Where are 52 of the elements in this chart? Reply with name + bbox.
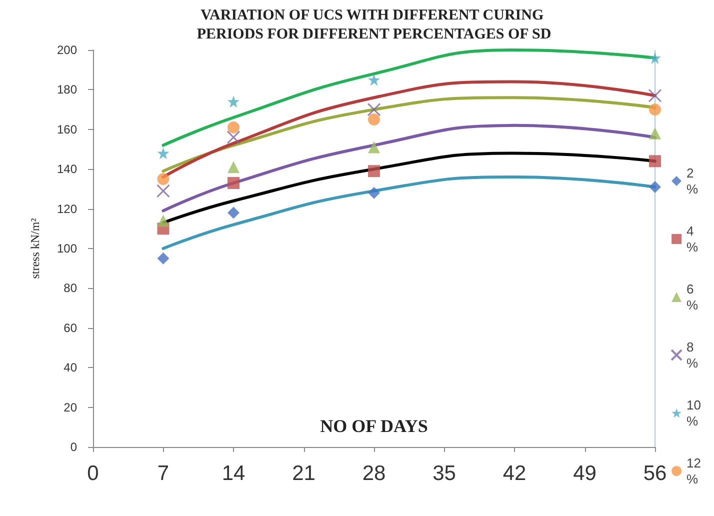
point bbox=[649, 52, 661, 64]
y-axis-title: stress kN/m² bbox=[28, 218, 42, 279]
point bbox=[228, 206, 240, 219]
point bbox=[228, 161, 240, 174]
y-tick-label: 180 bbox=[56, 82, 78, 97]
legend-label: 10 % bbox=[686, 398, 702, 428]
point bbox=[368, 141, 380, 154]
y-tick-label: 60 bbox=[64, 320, 78, 335]
point bbox=[649, 180, 661, 193]
legend-label: 4 % bbox=[686, 224, 699, 254]
x-tick-label: 49 bbox=[573, 462, 596, 485]
y-tick-label: 140 bbox=[56, 162, 78, 176]
point bbox=[649, 127, 661, 140]
x-axis-title: NO OF DAYS bbox=[320, 416, 428, 436]
point bbox=[156, 184, 170, 198]
x-tick-label: 28 bbox=[362, 462, 386, 485]
x-tick-label: 0 bbox=[87, 462, 99, 485]
y-tick-label: 160 bbox=[56, 122, 78, 136]
y-tick-label: 0 bbox=[70, 440, 78, 454]
legend-label: 6 % bbox=[686, 282, 699, 312]
point bbox=[157, 173, 170, 186]
point bbox=[368, 74, 380, 86]
point bbox=[228, 176, 240, 189]
x-tick-label: 7 bbox=[157, 462, 170, 485]
x-tick-label: 56 bbox=[643, 462, 667, 485]
legend-label: 12 % bbox=[686, 456, 702, 486]
y-tick-label: 40 bbox=[64, 360, 78, 375]
x-tick-label: 35 bbox=[432, 462, 456, 485]
y-tick-label: 100 bbox=[56, 242, 78, 256]
point bbox=[368, 165, 380, 178]
point bbox=[368, 186, 380, 199]
point bbox=[157, 147, 170, 160]
point bbox=[157, 252, 170, 264]
y-tick-label: 120 bbox=[56, 202, 78, 216]
point bbox=[226, 130, 240, 144]
legend-label: 2 % bbox=[686, 166, 699, 196]
point bbox=[649, 155, 661, 168]
point bbox=[648, 88, 662, 102]
legend-label: 8 % bbox=[686, 340, 699, 370]
y-tick-label: 80 bbox=[64, 281, 78, 296]
point bbox=[367, 102, 381, 116]
x-tick-label: 42 bbox=[502, 462, 526, 485]
point bbox=[649, 104, 661, 116]
y-tick-label: 200 bbox=[56, 43, 78, 57]
y-tick-label: 20 bbox=[64, 400, 78, 414]
point bbox=[368, 113, 380, 126]
x-tick-label: 14 bbox=[222, 462, 246, 485]
chart-title: VARIATION OF UCS WITH DIFFERENT CURING PERIODS FOR DIFFERENT PERCENTAGES OF SD bbox=[196, 8, 552, 42]
point bbox=[228, 96, 240, 108]
point bbox=[228, 121, 240, 134]
point bbox=[157, 214, 170, 227]
x-tick-label: 21 bbox=[292, 462, 316, 485]
